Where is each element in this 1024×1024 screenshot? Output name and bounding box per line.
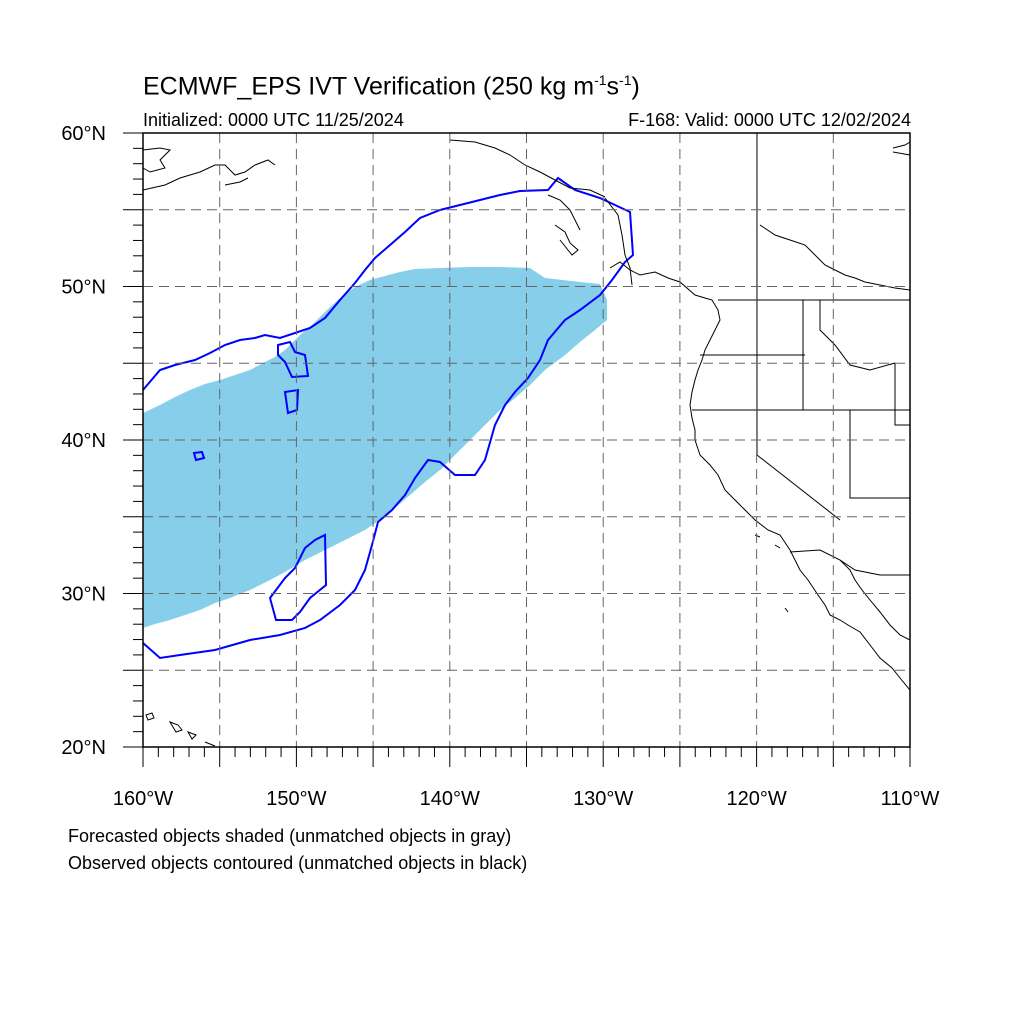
lon-tick-label: 130°W <box>573 788 633 810</box>
initialized-label: Initialized: 0000 UTC 11/25/2024 <box>143 110 404 130</box>
observed-object-small-3 <box>192 450 206 462</box>
observed-object-small-2 <box>283 388 300 415</box>
lat-tick-label: 60°N <box>61 123 106 145</box>
islands <box>145 534 789 747</box>
observed-object-main <box>142 176 635 660</box>
lat-tick-label: 20°N <box>61 737 106 759</box>
lon-tick-label: 140°W <box>420 788 480 810</box>
state-borders <box>692 133 910 576</box>
coastlines <box>142 139 911 698</box>
grid-lines <box>143 133 910 747</box>
chart-title: ECMWF_EPS IVT Verification (250 kg m-1s-… <box>143 72 640 101</box>
lon-tick-label: 120°W <box>726 788 786 810</box>
axis-ticks <box>123 132 911 767</box>
lat-tick-label: 50°N <box>61 277 106 299</box>
lon-tick-label: 160°W <box>113 788 173 810</box>
lat-tick-label: 30°N <box>61 584 106 606</box>
lat-tick-label: 40°N <box>61 430 106 452</box>
forecast-object <box>143 267 607 628</box>
footnote-forecast: Forecasted objects shaded (unmatched obj… <box>68 826 512 846</box>
lon-tick-label: 150°W <box>266 788 326 810</box>
lon-tick-label: 110°W <box>881 788 940 810</box>
longitude-labels: 160°W 150°W 140°W 130°W 120°W 110°W <box>113 788 940 810</box>
valid-time-label: F-168: Valid: 0000 UTC 12/02/2024 <box>628 110 911 130</box>
latitude-labels: 60°N 50°N 40°N 30°N 20°N <box>61 123 106 759</box>
observed-object-small-1 <box>277 340 310 379</box>
footnote-observed: Observed objects contoured (unmatched ob… <box>68 853 528 873</box>
